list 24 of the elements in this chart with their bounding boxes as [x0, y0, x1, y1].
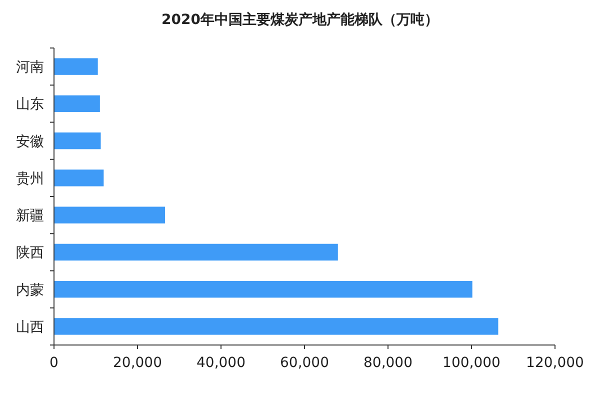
x-tick-label: 100,000: [442, 355, 500, 371]
bar: [54, 280, 472, 298]
y-tick-label: 贵州: [16, 170, 44, 187]
x-tick-label: 0: [50, 355, 58, 371]
y-tick-label: 河南: [16, 60, 44, 76]
x-tick-label: 80,000: [364, 355, 412, 371]
y-tick-label: 山西: [16, 319, 44, 336]
y-tick-label: 安徽: [16, 134, 44, 150]
x-tick-label: 120,000: [526, 355, 584, 371]
y-tick-label: 山东: [16, 96, 44, 113]
y-tick-label: 新疆: [16, 208, 44, 224]
y-tick-label: 内蒙: [16, 282, 44, 298]
bar: [54, 318, 498, 335]
bar: [54, 170, 104, 186]
x-tick-label: 20,000: [113, 355, 162, 371]
chart-title: 2020年中国主要煤炭产地产能梯队（万吨）: [162, 11, 438, 28]
bar: [54, 95, 100, 112]
x-tick-label: 60,000: [280, 355, 329, 371]
y-tick-label: 陕西: [16, 245, 44, 262]
bar: [54, 206, 166, 224]
x-tick-label: 40,000: [196, 355, 246, 371]
bar: [54, 244, 338, 261]
bar: [54, 132, 101, 150]
bar: [54, 58, 98, 75]
